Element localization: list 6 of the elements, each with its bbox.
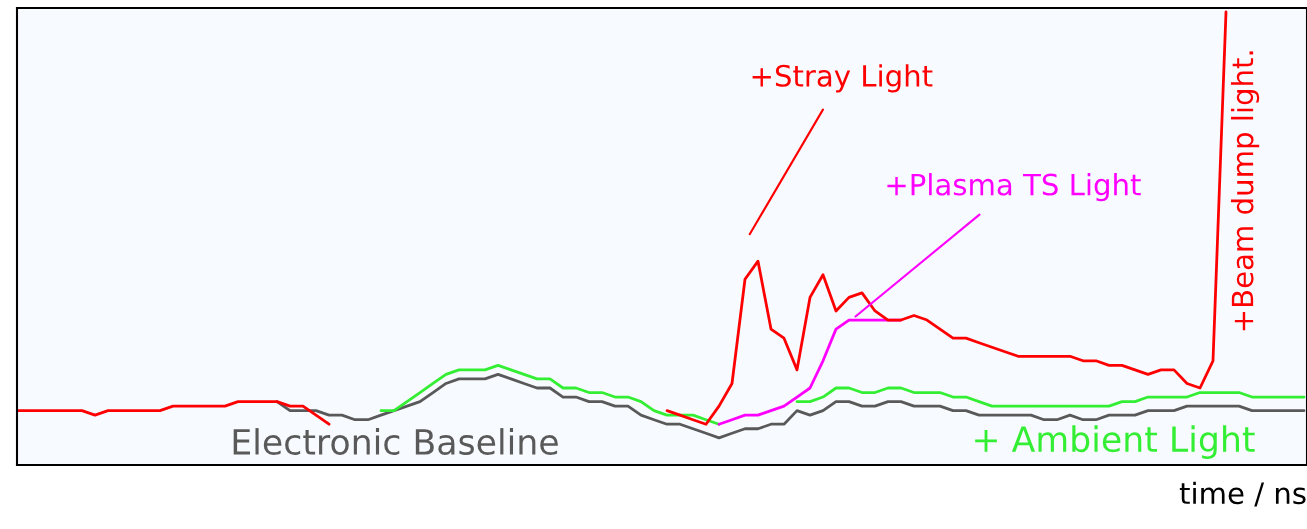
text: +Plasma TS Light [887,173,1141,202]
x-axis-title: time / ns [1179,481,1306,507]
annotation: +Beam dump light. [1230,51,1260,331]
series-label: Electronic Baseline [233,428,558,455]
series-label: + Ambient Light [975,425,1255,459]
text: +Stray Light [752,64,933,93]
